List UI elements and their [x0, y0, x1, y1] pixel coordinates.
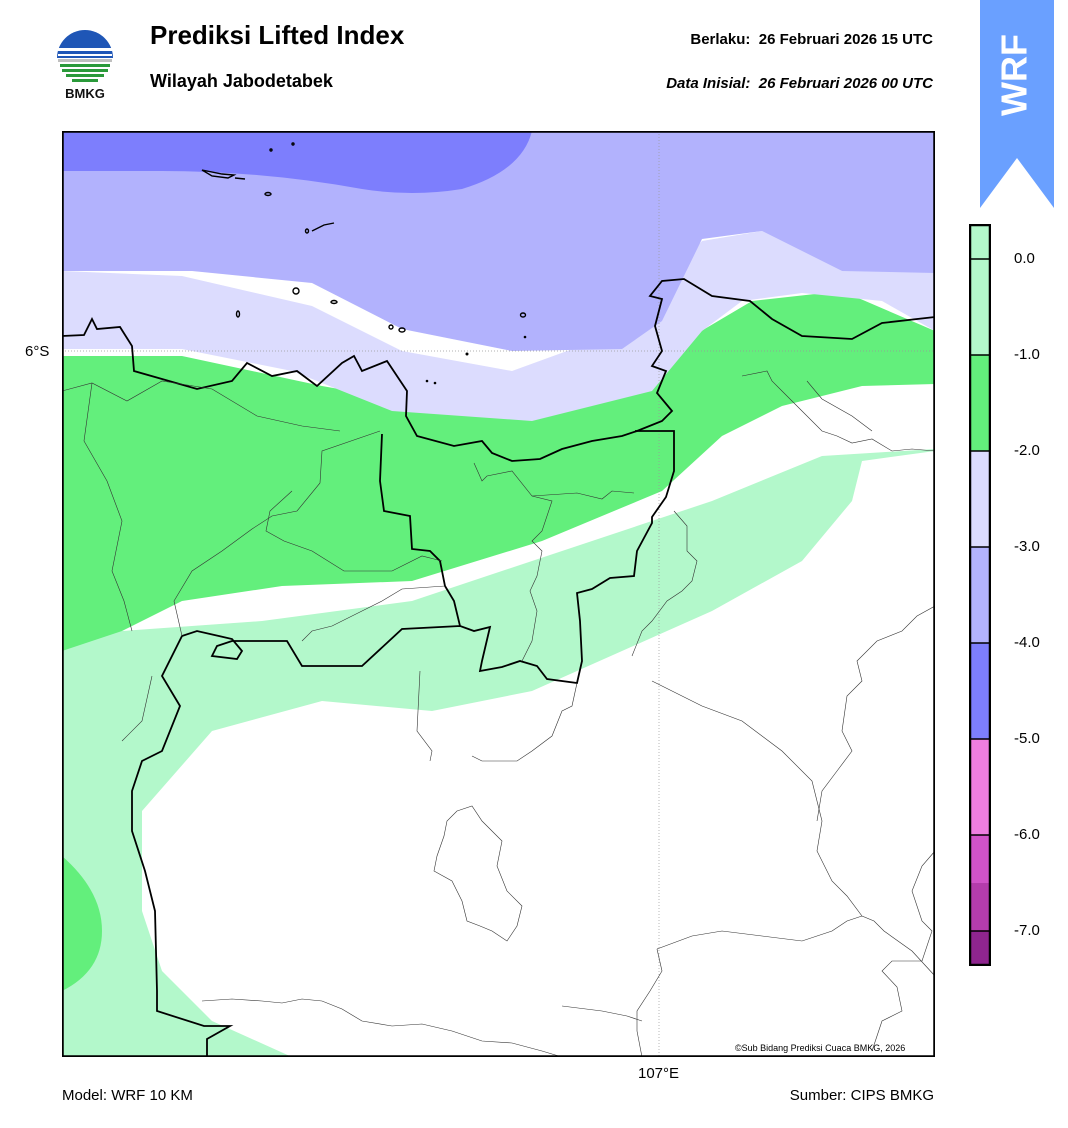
valid-label: Berlaku:	[690, 31, 751, 48]
colorbar-label: -3.0	[1014, 538, 1040, 555]
model-info: Model: WRF 10 KM	[62, 1087, 193, 1104]
colorbar-label: -7.0	[1014, 922, 1040, 939]
cb-seg-1	[970, 355, 990, 451]
lon-tick-label: 107°E	[638, 1065, 680, 1082]
wrf-ribbon-label: WRF	[994, 34, 1035, 116]
copyright-notice: ©Sub Bidang Prediksi Cuaca BMKG, 2026	[735, 1043, 906, 1053]
valid-time: Berlaku: 26 Februari 2026 15 UTC	[690, 31, 933, 48]
init-value: 26 Februari 2026 00 UTC	[758, 75, 933, 92]
zone-unstable	[62, 131, 935, 351]
province-boundary	[131, 430, 675, 1057]
cb-seg-0	[970, 225, 990, 355]
cb-seg-5	[970, 739, 990, 835]
zone-very-unstable	[62, 131, 532, 193]
colorbar-label: -2.0	[1014, 442, 1040, 459]
cb-seg-6	[970, 835, 990, 883]
svg-text:WRF: WRF	[994, 34, 1035, 116]
lifted-index-map	[62, 131, 935, 1057]
colorbar-label: -6.0	[1014, 826, 1040, 843]
thousand-islands	[201, 142, 527, 333]
colorbar-label: -4.0	[1014, 634, 1040, 651]
cb-seg-2	[970, 451, 990, 547]
wrf-ribbon	[980, 0, 1054, 208]
init-label: Data Inisial:	[666, 75, 751, 92]
zone-moderate-unstable	[62, 291, 935, 651]
cb-seg-8	[970, 931, 990, 965]
colorbar-label: -5.0	[1014, 730, 1040, 747]
source-info: Sumber: CIPS BMKG	[789, 1087, 934, 1104]
cb-seg-3	[970, 547, 990, 643]
zone-stable	[142, 451, 935, 1057]
init-time: Data Inisial: 26 Februari 2026 00 UTC	[666, 75, 933, 92]
chart-title: Prediksi Lifted Index	[150, 20, 405, 50]
regency-boundaries	[62, 370, 935, 1057]
colorbar	[969, 224, 991, 966]
cb-seg-7	[970, 883, 990, 931]
coastline	[62, 278, 935, 462]
cb-seg-4	[970, 643, 990, 739]
chart-subtitle: Wilayah Jabodetabek	[150, 71, 333, 91]
zone-moderate-unstable-sw	[62, 856, 102, 991]
colorbar-label: -1.0	[1014, 346, 1040, 363]
zone-unstable-light	[62, 231, 935, 421]
small-islands	[425, 335, 527, 385]
colorbar-label: 0.0	[1014, 250, 1035, 267]
logo-text: BMKG	[65, 86, 105, 101]
bmkg-logo	[55, 30, 115, 91]
valid-value: 26 Februari 2026 15 UTC	[758, 31, 933, 48]
lat-tick-label: 6°S	[25, 343, 50, 360]
